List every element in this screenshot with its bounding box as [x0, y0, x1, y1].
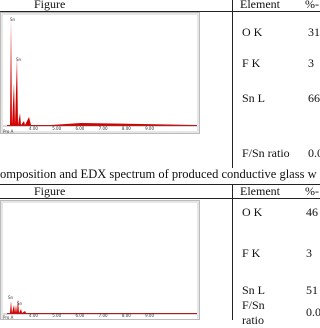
x-tick-label: 6.00	[75, 126, 85, 131]
spectrum-plot	[3, 203, 197, 319]
x-tick-label: 8.00	[121, 313, 131, 318]
plot-area	[3, 203, 197, 319]
x-tick-label: 4.00	[29, 313, 38, 318]
x-tick-label: 7.00	[98, 313, 108, 318]
element: O K	[242, 205, 263, 219]
spectrum-footer: Pro A	[3, 315, 14, 320]
x-tick-label: 5.00	[52, 313, 62, 318]
plot-area	[3, 15, 197, 131]
x-tick-label: 7.00	[98, 126, 108, 131]
edx-spectrum: Sn Sn 4.00 5.00 6.00 7.00 8.00 9.00 Pro …	[0, 200, 200, 320]
element: Sn L	[242, 91, 266, 105]
header-cell: Figure	[34, 0, 66, 11]
percent: 0.0	[308, 146, 320, 160]
peak-label: Sn	[16, 57, 22, 62]
header-cell: Element	[240, 0, 280, 11]
rule	[0, 11, 320, 12]
percent: 66	[308, 91, 320, 105]
x-tick-label: 9.00	[145, 313, 154, 318]
rule	[0, 184, 320, 185]
percent: 3	[306, 246, 312, 260]
header-cell: %-	[305, 0, 319, 11]
x-ticks: 4.00 5.00 6.00 7.00 8.00 9.00	[29, 126, 154, 131]
peak-label: Sn	[8, 295, 14, 300]
percent: 0.0	[306, 305, 320, 319]
percent: 31	[308, 25, 320, 39]
peak-label: Sn	[17, 301, 23, 306]
caption: omposition and EDX spectrum of produced …	[0, 167, 317, 181]
element: O K	[242, 25, 263, 39]
x-tick-label: 6.00	[75, 313, 85, 318]
edx-spectrum: Sn Sn 4.00 5.00 6.00 7.00 8.00 9.00 Pro …	[0, 12, 200, 134]
x-tick-label: 5.00	[52, 126, 62, 131]
element: F/Sn ratio	[242, 298, 265, 327]
element: F/Sn ratio	[242, 146, 290, 160]
header-cell: %-	[305, 184, 319, 198]
header-cell: Element	[240, 184, 280, 198]
percent: 3	[308, 56, 314, 70]
peak-label: Sn	[10, 17, 16, 22]
element: F K	[242, 246, 261, 260]
rule	[232, 184, 233, 320]
element: F K	[242, 56, 261, 70]
element: Sn L	[242, 283, 266, 297]
x-tick-label: 9.00	[145, 126, 154, 131]
spectrum-footer: Pro A	[3, 129, 14, 134]
x-ticks: 4.00 5.00 6.00 7.00 8.00 9.00	[29, 313, 154, 318]
x-tick-label: 4.00	[29, 126, 38, 131]
rule	[232, 0, 233, 168]
header-cell: Figure	[34, 184, 66, 198]
rule	[0, 198, 320, 199]
x-tick-label: 8.00	[121, 126, 131, 131]
percent: 51	[306, 283, 318, 297]
spectrum-plot	[3, 15, 197, 131]
percent: 46	[306, 205, 318, 219]
